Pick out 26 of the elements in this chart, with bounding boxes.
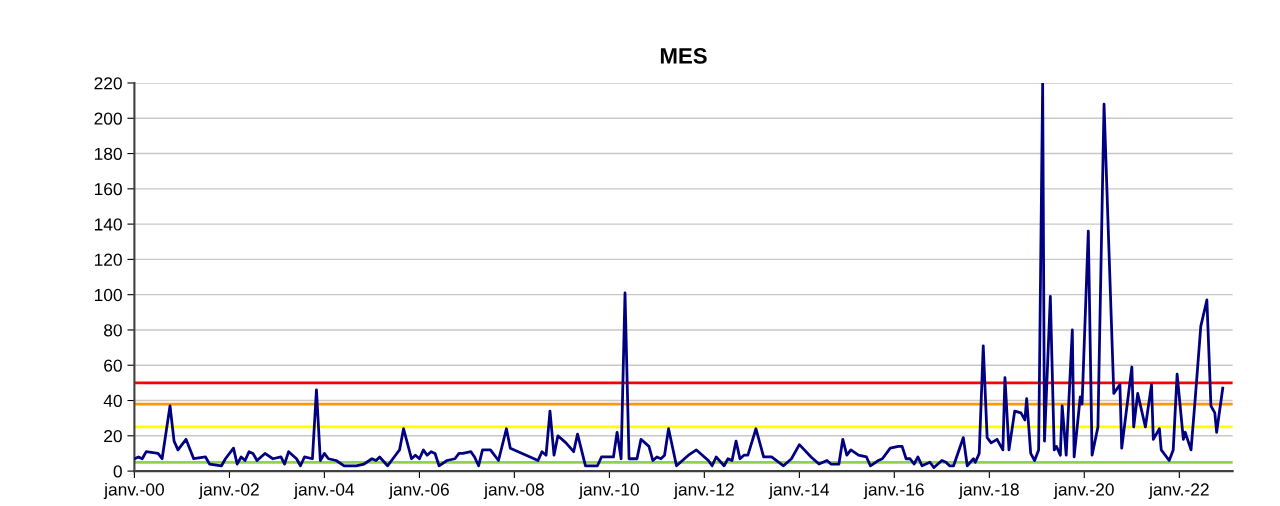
x-tick-label: janv.-22: [1148, 482, 1209, 500]
y-tick-label: 200: [94, 112, 122, 125]
x-tick-label: janv.-00: [103, 482, 164, 500]
x-tick-label: janv.-18: [958, 482, 1019, 500]
y-tick-label: 140: [94, 218, 122, 231]
y-tick-label: 160: [94, 183, 122, 196]
x-tick-label: janv.-10: [578, 482, 639, 500]
chart-title: MES: [660, 48, 707, 64]
y-tick-label: 100: [94, 288, 122, 302]
y-tick-label: 120: [94, 253, 122, 266]
y-tick-label: 80: [104, 324, 122, 337]
y-tick-label: 20: [104, 429, 122, 443]
x-tick-label: janv.-12: [673, 482, 734, 500]
y-tick-label: 40: [103, 394, 122, 407]
x-tick-label: janv.-20: [1053, 482, 1114, 500]
x-tick-label: janv.-08: [483, 482, 544, 500]
y-tick-label: 0: [113, 465, 122, 478]
y-tick-label: 60: [104, 359, 122, 372]
x-tick-label: janv.-02: [198, 482, 259, 500]
line-series: [134, 82, 1225, 469]
x-tick-label: janv.-16: [863, 482, 924, 500]
x-tick-label: janv.-14: [768, 482, 830, 500]
y-tick-label: 220: [94, 77, 122, 90]
y-tick-label: 180: [94, 147, 122, 161]
x-tick-label: janv.-06: [388, 482, 449, 500]
x-tick-label: janv.-04: [293, 482, 355, 500]
